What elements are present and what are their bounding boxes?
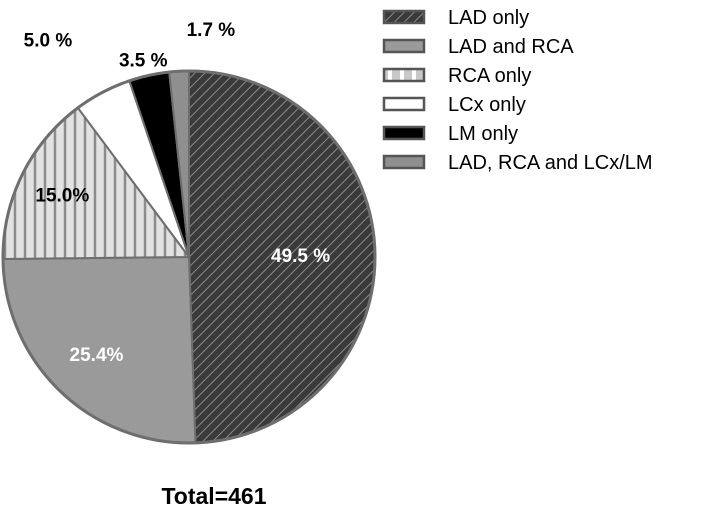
- slice-data-label: 3.5 %: [119, 51, 168, 72]
- legend-entry: LAD only: [448, 7, 529, 29]
- legend-swatch: [382, 125, 426, 141]
- legend: LAD only LAD and RCA RCA only LCx only LM on…: [382, 7, 653, 174]
- slice-data-label: 5.0 %: [24, 30, 73, 51]
- legend-entry: RCA only: [448, 65, 531, 87]
- legend-entry: LCx only: [448, 94, 526, 116]
- legend-entry: LAD and RCA: [448, 36, 574, 58]
- legend-swatch: [382, 154, 426, 170]
- pie-outline: [1, 69, 377, 445]
- slice-data-label: 1.7 %: [187, 20, 236, 41]
- legend-entry: LM only: [448, 123, 518, 145]
- slice-data-label: 49.5 %: [271, 246, 330, 267]
- total-label: Total=461: [161, 483, 266, 509]
- legend-swatch: [382, 67, 426, 83]
- slice-data-label: 25.4%: [70, 345, 124, 366]
- slice-data-label: 15.0%: [35, 185, 89, 206]
- legend-swatch: [382, 96, 426, 112]
- legend-swatch: [382, 38, 426, 54]
- legend-swatch: [382, 9, 426, 25]
- legend-entry: LAD, RCA and LCx/LM: [448, 152, 653, 174]
